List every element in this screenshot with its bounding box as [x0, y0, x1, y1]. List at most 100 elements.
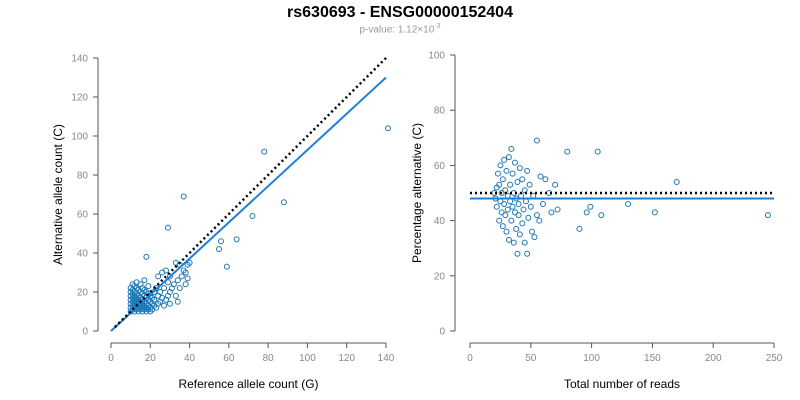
data-point: [625, 201, 632, 208]
x-tick-label: 150: [644, 353, 661, 364]
data-point: [531, 234, 538, 241]
y-tick-label: 80: [434, 106, 446, 117]
x-tick-label: 0: [467, 353, 473, 364]
data-point: [536, 217, 543, 224]
data-point: [537, 173, 544, 180]
data-point: [143, 253, 150, 260]
x-tick-label: 120: [338, 353, 355, 364]
data-point: [505, 236, 512, 243]
data-point: [594, 148, 601, 155]
data-point: [576, 225, 583, 232]
data-point: [587, 203, 594, 210]
data-point: [178, 273, 185, 280]
data-point: [223, 263, 230, 270]
p-value-text: p-value: 1.12×10: [359, 24, 435, 36]
data-point: [519, 176, 526, 183]
data-point: [508, 145, 515, 152]
data-point: [151, 296, 158, 303]
data-point: [525, 214, 532, 221]
data-point: [529, 228, 536, 235]
data-point: [673, 178, 680, 185]
y-tick-label: 100: [71, 132, 88, 143]
data-point: [384, 125, 391, 132]
data-point: [155, 273, 162, 280]
data-point: [184, 275, 191, 282]
y-tick-label: 40: [434, 216, 446, 227]
data-point: [163, 267, 169, 274]
data-point: [499, 176, 506, 183]
data-point: [509, 203, 516, 210]
y-tick-label: 60: [434, 161, 446, 172]
data-point: [583, 209, 590, 216]
y-axis-title: Alternative allele count (C): [51, 124, 65, 265]
data-point: [764, 212, 771, 219]
y-tick-label: 20: [77, 288, 89, 299]
data-point: [496, 217, 503, 224]
data-point: [182, 269, 189, 276]
data-point: [180, 193, 187, 200]
data-point: [509, 170, 516, 177]
data-point: [548, 209, 555, 216]
data-point: [513, 225, 520, 232]
data-point: [527, 203, 534, 210]
data-point: [651, 209, 658, 216]
data-point: [501, 201, 508, 208]
data-point: [514, 250, 521, 257]
data-point: [501, 156, 508, 163]
data-point: [164, 224, 171, 231]
data-point: [524, 250, 531, 257]
data-point: [249, 212, 256, 219]
data-point: [502, 212, 509, 219]
y-tick-label: 0: [439, 327, 445, 338]
data-point: [507, 181, 514, 188]
data-point: [176, 285, 183, 292]
x-tick-label: 100: [299, 353, 316, 364]
data-point: [520, 206, 527, 213]
scatter-panel-allele-counts: 0 20 40 60 80 100 120 140 0 20 40 60 80 100 120 140 Refe…: [51, 54, 395, 392]
y-axis-title: Percentage alternative (C): [410, 123, 424, 263]
data-point: [172, 292, 179, 299]
data-point: [510, 239, 517, 246]
data-point: [504, 206, 511, 213]
data-point: [497, 162, 504, 169]
y-tick-label: 100: [428, 51, 445, 62]
scatter-panel-percentage: 0 50 100 150 200 250 0 20 40 60 80 100 Total number …: [410, 51, 783, 392]
data-point: [516, 165, 523, 172]
data-point: [507, 198, 514, 205]
y-tick-label: 40: [77, 249, 89, 260]
data-point: [157, 289, 164, 295]
data-point: [503, 228, 510, 235]
data-point: [598, 212, 605, 219]
x-axis-title: Total number of reads: [564, 377, 680, 391]
data-point: [505, 154, 512, 161]
x-tick-label: 50: [525, 353, 537, 364]
data-point: [522, 198, 529, 205]
data-point: [186, 259, 193, 266]
data-point: [233, 236, 240, 243]
p-value-exponent: -3: [434, 23, 441, 30]
data-point: [216, 246, 223, 253]
data-point: [170, 281, 177, 288]
data-point: [511, 159, 518, 166]
x-tick-label: 20: [145, 353, 157, 364]
data-point: [499, 223, 506, 230]
data-point: [261, 148, 268, 155]
data-point: [515, 212, 522, 219]
reference-line: [114, 57, 387, 328]
x-tick-label: 60: [223, 353, 235, 364]
data-point: [539, 201, 546, 208]
data-point: [280, 199, 287, 206]
x-tick-label: 200: [705, 353, 722, 364]
data-point: [174, 298, 181, 305]
x-tick-label: 100: [583, 353, 600, 364]
data-point: [564, 148, 571, 155]
x-tick-label: 80: [263, 353, 275, 364]
x-tick-label: 0: [108, 353, 114, 364]
data-point: [174, 277, 181, 284]
data-point: [496, 181, 503, 188]
data-point: [145, 283, 152, 290]
data-point: [514, 178, 521, 185]
x-tick-label: 250: [766, 353, 783, 364]
x-tick-label: 40: [184, 353, 196, 364]
